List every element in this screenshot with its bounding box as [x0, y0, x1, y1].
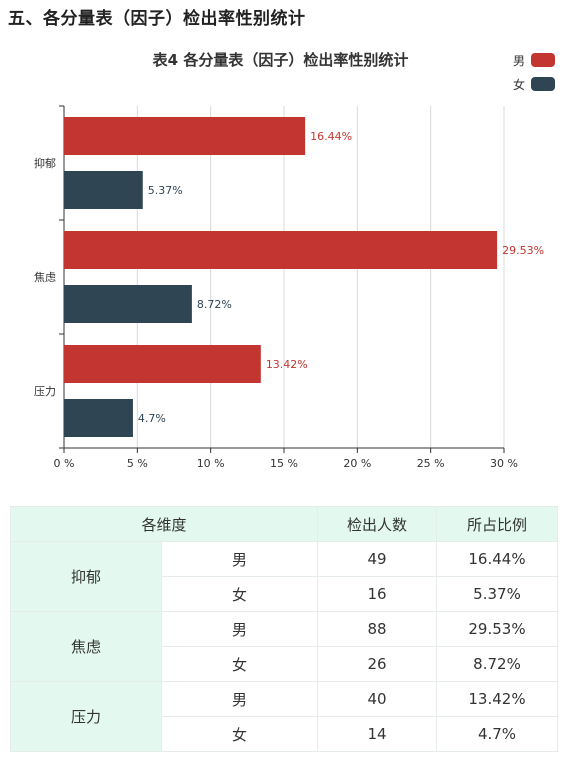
gender-cell: 男 — [161, 681, 318, 717]
x-tick-label: 15 % — [270, 457, 298, 470]
ratio-cell: 5.37% — [436, 576, 558, 612]
x-tick-label: 25 % — [417, 457, 445, 470]
data-label: 13.42% — [266, 358, 308, 371]
ratio-cell: 29.53% — [436, 611, 558, 647]
table-row: 压力 男 40 13.42% — [10, 681, 558, 752]
count-cell: 88 — [317, 611, 437, 647]
gender-cell: 女 — [161, 576, 318, 612]
ratio-cell: 8.72% — [436, 646, 558, 682]
x-tick-label: 0 % — [54, 457, 75, 470]
data-label: 4.7% — [138, 412, 166, 425]
bar-female — [64, 399, 133, 437]
table-row: 焦虑 男 88 29.53% — [10, 611, 558, 682]
legend-label-female: 女 — [512, 77, 525, 92]
y-tick-label: 压力 — [34, 385, 56, 398]
chart-plot: 0 % 5 % 10 % 15 % 20 % 25 % 30 % 抑郁 16.44% 5.37% 焦… — [34, 105, 544, 470]
col-header-count: 检出人数 — [317, 506, 437, 542]
bar-male — [64, 231, 498, 269]
table-row: 女 14 4.7% — [11, 716, 558, 752]
count-cell: 26 — [317, 646, 437, 682]
data-label: 8.72% — [197, 298, 232, 311]
legend-item-male[interactable]: 男 — [513, 48, 555, 72]
col-header-ratio: 所占比例 — [436, 506, 558, 542]
data-label: 29.53% — [502, 244, 544, 257]
y-tick-label: 抑郁 — [34, 156, 56, 170]
count-cell: 49 — [317, 541, 437, 577]
legend-label-male: 男 — [512, 53, 525, 68]
legend-item-female[interactable]: 女 — [513, 72, 555, 96]
x-tick-label: 30 % — [490, 457, 518, 470]
bar-chart: 表4 各分量表（因子）检出率性别统计 男 女 0 % 5 % 10 % 15 % 20 … — [0, 36, 561, 476]
legend-swatch-male — [531, 53, 555, 67]
y-tick-label: 焦虑 — [34, 271, 56, 284]
col-header-dimension: 各维度 — [10, 506, 318, 542]
bar-female — [64, 171, 143, 209]
gender-cell: 女 — [161, 646, 318, 682]
x-tick-label: 5 % — [127, 457, 148, 470]
table-row: 女 26 8.72% — [11, 646, 558, 682]
stats-table: 各维度 检出人数 所占比例 抑郁 男 49 16.44% 女 16 5.37% … — [10, 506, 558, 752]
dimension-cell: 焦虑 — [10, 611, 162, 682]
ratio-cell: 16.44% — [436, 541, 558, 577]
ratio-cell: 4.7% — [436, 716, 558, 752]
data-label: 16.44% — [310, 130, 352, 143]
table-row: 抑郁 男 49 16.44% — [10, 541, 558, 612]
ratio-cell: 13.42% — [436, 681, 558, 717]
table-row: 女 16 5.37% — [11, 576, 558, 612]
dimension-cell: 压力 — [10, 681, 162, 752]
count-cell: 14 — [317, 716, 437, 752]
count-cell: 40 — [317, 681, 437, 717]
bar-male — [64, 117, 306, 155]
chart-title: 表4 各分量表（因子）检出率性别统计 — [152, 51, 409, 69]
gender-cell: 男 — [161, 541, 318, 577]
legend-swatch-female — [531, 77, 555, 91]
section-title: 五、各分量表（因子）检出率性别统计 — [8, 9, 306, 29]
x-tick-label: 20 % — [343, 457, 371, 470]
table-header-row: 各维度 检出人数 所占比例 — [10, 506, 558, 542]
chart-legend: 男 女 — [513, 48, 555, 96]
x-tick-label: 10 % — [197, 457, 225, 470]
dimension-cell: 抑郁 — [10, 541, 162, 612]
gender-cell: 男 — [161, 611, 318, 647]
data-label: 5.37% — [148, 184, 183, 197]
gender-cell: 女 — [161, 716, 318, 752]
bar-female — [64, 285, 192, 323]
count-cell: 16 — [317, 576, 437, 612]
bar-male — [64, 345, 261, 383]
